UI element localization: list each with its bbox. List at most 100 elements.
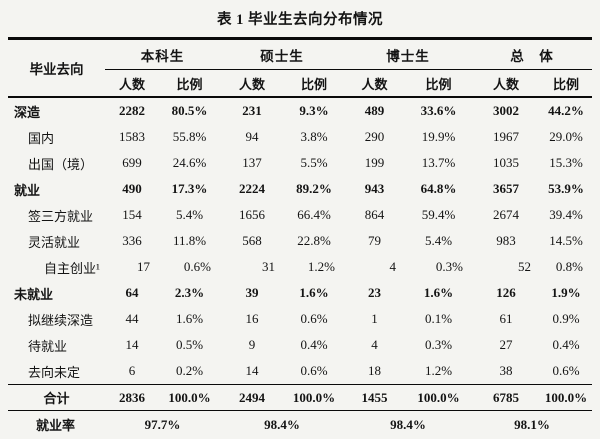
row-label: 待就业 — [28, 338, 68, 354]
sub-header-ratio-0: 比例 — [176, 76, 203, 92]
cell-value: 0.5% — [175, 337, 204, 352]
total-cell-value: 100.0% — [159, 384, 220, 411]
cell-value: 79 — [368, 233, 381, 248]
group-header-0: 本科生 — [105, 38, 220, 70]
total-row: 合计 2836 100.0% 2494 100.0% 1455 100.0% 6785 100.… — [8, 384, 592, 411]
total-cell-value: 100.0% — [540, 384, 592, 411]
table-body: 深造 2282 80.5% 231 9.3% 489 33.6% 3002 44.2% 国内 158… — [8, 97, 592, 438]
sub-header-row: 人数 比例 人数 比例 人数 比例 人数 比例 — [8, 70, 592, 98]
cell-value: 80.5% — [171, 103, 208, 118]
cell-value: 5.4% — [424, 233, 453, 248]
table-row: 国内 1583 55.8% 94 3.8% 290 19.9% 1967 29.0% — [8, 124, 592, 150]
cell-value: 0.3% — [435, 259, 463, 274]
total-cell-value: 2494 — [220, 384, 284, 411]
cell-value: 1.2% — [307, 259, 335, 274]
row-label: 拟继续深造 — [28, 312, 94, 328]
graduate-destination-table: 毕业去向 本科生 硕士生 博士生总 体 人数 比例 人数 比例 人数 比例 人数 比例 深造 228… — [8, 37, 592, 438]
cell-value: 290 — [364, 129, 385, 144]
cell-value: 27 — [499, 337, 513, 352]
total-cell-value: 100.0% — [405, 384, 472, 411]
cell-value: 16 — [245, 311, 259, 326]
sub-header-count-2: 人数 — [361, 76, 388, 92]
cell-value: 699 — [122, 155, 142, 170]
cell-value: 15.3% — [549, 155, 583, 170]
table-row: 未就业 64 2.3% 39 1.6% 23 1.6% 126 1.9% — [8, 280, 592, 306]
employment-rate-row: 就业率 97.7% 98.4% 98.4% 98.1% — [8, 411, 592, 439]
cell-value: 1.9% — [551, 285, 581, 300]
table-header: 毕业去向 本科生 硕士生 博士生总 体 人数 比例 人数 比例 人数 比例 人数 比例 — [8, 38, 592, 98]
cell-value: 38 — [499, 363, 513, 378]
table-row: 去向未定 6 0.2% 14 0.6% 18 1.2% 38 0.6% — [8, 358, 592, 385]
group-header-row: 毕业去向 本科生 硕士生 博士生总 体 — [8, 38, 592, 77]
cell-value: 31 — [262, 259, 275, 274]
total-cell-value: 1455 — [344, 384, 405, 411]
cell-value: 0.4% — [552, 337, 580, 352]
cell-value: 1.6% — [423, 285, 454, 300]
cell-value: 61 — [499, 311, 513, 326]
cell-value: 66.4% — [297, 207, 331, 222]
cell-value: 89.2% — [296, 181, 332, 196]
cell-value: 2.3% — [174, 285, 205, 300]
cell-value: 864 — [364, 207, 385, 222]
cell-value: 5.5% — [300, 155, 328, 170]
cell-value: 154 — [122, 207, 142, 222]
cell-value: 4 — [389, 259, 397, 274]
cell-value: 231 — [242, 103, 262, 118]
cell-value: 44 — [125, 311, 139, 326]
cell-value: 5.4% — [175, 207, 204, 222]
cell-value: 52 — [518, 259, 531, 274]
cell-value: 9 — [248, 337, 256, 352]
sub-header-count-3: 人数 — [492, 76, 519, 92]
cell-value: 199 — [364, 155, 385, 170]
cell-value: 1.6% — [299, 285, 329, 300]
cell-value: 0.8% — [555, 259, 583, 274]
sub-header-ratio-1: 比例 — [300, 76, 327, 92]
sub-header-ratio-2: 比例 — [425, 76, 452, 92]
cell-value: 23 — [368, 285, 381, 300]
row-label: 灵活就业 — [28, 234, 81, 250]
total-cell-value: 2836 — [105, 384, 159, 411]
group-header-3: 总 体 — [472, 38, 592, 70]
cell-value: 55.8% — [172, 129, 207, 144]
cell-value: 1.2% — [424, 363, 453, 378]
row-label: 深造 — [14, 104, 41, 120]
employment-rate-value: 98.1% — [514, 416, 550, 432]
cell-value: 2674 — [493, 207, 519, 222]
row-label: 自主创业¹ — [44, 260, 100, 276]
total-cell-value: 100.0% — [284, 384, 344, 411]
cell-value: 0.6% — [552, 363, 580, 378]
cell-value: 3002 — [493, 103, 519, 118]
cell-value: 64.8% — [420, 181, 457, 196]
cell-value: 126 — [496, 285, 516, 300]
cell-value: 137 — [242, 155, 262, 170]
corner-header-label: 毕业去向 — [29, 62, 84, 77]
cell-value: 983 — [496, 233, 516, 248]
group-header-2: 博士生 — [344, 38, 472, 70]
table-row: 深造 2282 80.5% 231 9.3% 489 33.6% 3002 44.2% — [8, 97, 592, 124]
cell-value: 336 — [122, 233, 142, 248]
employment-rate-value: 98.4% — [264, 416, 300, 432]
cell-value: 1656 — [239, 207, 265, 222]
cell-value: 489 — [364, 103, 385, 118]
employment-rate-value: 98.4% — [390, 416, 426, 432]
table-row: 自主创业¹ 17 0.6% 31 1.2% 4 0.3% 52 0.8% — [8, 254, 592, 280]
cell-value: 33.6% — [420, 103, 457, 118]
cell-value: 17.3% — [171, 181, 208, 196]
cell-value: 0.3% — [424, 337, 453, 352]
cell-value: 29.0% — [549, 129, 583, 144]
cell-value: 2224 — [239, 181, 265, 196]
table-row: 就业 490 17.3% 2224 89.2% 943 64.8% 3657 53.9% — [8, 176, 592, 202]
sub-header-count-0: 人数 — [118, 76, 145, 92]
cell-value: 13.7% — [421, 155, 456, 170]
cell-value: 19.9% — [421, 129, 456, 144]
cell-value: 94 — [245, 129, 259, 144]
cell-value: 1583 — [119, 129, 145, 144]
table-title: 表 1 毕业生去向分布情况 — [217, 12, 383, 28]
cell-value: 24.6% — [172, 155, 207, 170]
row-label: 未就业 — [14, 286, 54, 302]
table-row: 待就业 14 0.5% 9 0.4% 4 0.3% 27 0.4% — [8, 332, 592, 358]
group-header-1: 硕士生 — [220, 38, 344, 70]
row-label: 去向未定 — [28, 364, 81, 380]
cell-value: 39.4% — [549, 207, 583, 222]
cell-value: 0.6% — [183, 259, 211, 274]
